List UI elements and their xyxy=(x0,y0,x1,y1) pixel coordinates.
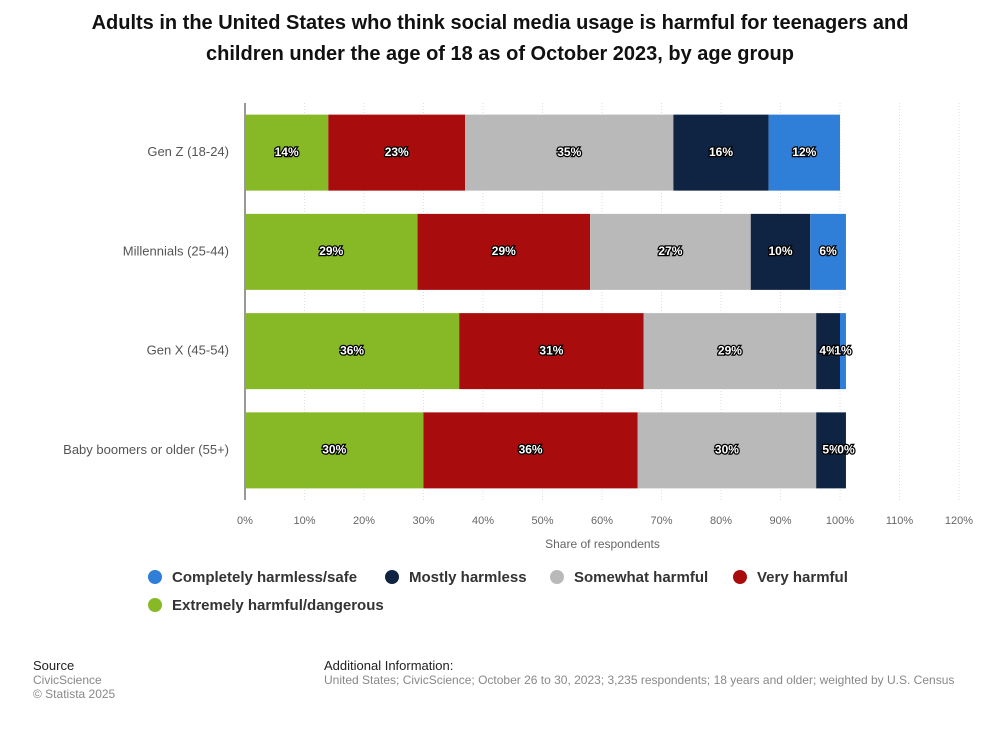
data-label: 16% xyxy=(709,145,733,159)
legend-label: Mostly harmless xyxy=(409,569,527,586)
legend-label: Extremely harmful/dangerous xyxy=(172,597,384,614)
bar-segment xyxy=(328,114,466,191)
data-label: 1% xyxy=(834,343,852,357)
y-tick-label: Gen Z (18-24) xyxy=(147,144,229,159)
legend-marker xyxy=(148,598,162,612)
data-label: 29% xyxy=(319,244,343,258)
data-label: 27% xyxy=(658,244,682,258)
x-tick-label: 100% xyxy=(826,515,854,527)
bar-segment xyxy=(245,313,460,390)
data-label: 10% xyxy=(768,244,792,258)
bar-segment xyxy=(245,114,329,191)
x-tick-label: 40% xyxy=(472,515,494,527)
x-tick-label: 110% xyxy=(886,515,914,527)
data-label: 30% xyxy=(715,443,739,457)
x-tick-label: 90% xyxy=(769,515,791,527)
bar-segment xyxy=(816,412,846,489)
bar-segment xyxy=(840,313,846,390)
y-tick-label: Millennials (25-44) xyxy=(123,243,229,258)
bar-segment xyxy=(465,114,674,191)
bar-segment xyxy=(643,313,817,390)
bar-segment xyxy=(459,313,644,390)
data-label: 6% xyxy=(819,244,837,258)
bar-segment xyxy=(816,313,840,390)
legend-marker xyxy=(385,570,399,584)
legend-marker xyxy=(148,570,162,584)
legend-label: Completely harmless/safe xyxy=(172,569,357,586)
data-label: 4% xyxy=(819,343,837,357)
source-block: Source CivicScience © Statista 2025 xyxy=(33,658,116,702)
y-tick-label: Gen X (45-54) xyxy=(147,343,229,358)
bar-segment xyxy=(590,213,751,290)
data-label: 23% xyxy=(385,145,409,159)
bar-segment xyxy=(673,114,769,191)
bar-segment xyxy=(768,114,840,191)
x-tick-label: 50% xyxy=(531,515,553,527)
bar-segment xyxy=(423,412,638,489)
chart-title: Adults in the United States who think so… xyxy=(91,12,909,65)
x-tick-label: 30% xyxy=(412,515,434,527)
x-tick-label: 120% xyxy=(945,515,973,527)
bar-segment xyxy=(750,213,811,290)
data-label: 5% xyxy=(822,443,840,457)
data-label: 29% xyxy=(718,343,742,357)
bar-segment xyxy=(245,213,418,290)
data-label: 36% xyxy=(519,443,543,457)
data-label: 31% xyxy=(539,343,563,357)
source-heading: Source xyxy=(33,658,75,673)
x-tick-label: 70% xyxy=(650,515,672,527)
bar-segment xyxy=(810,213,846,290)
data-label: 12% xyxy=(792,145,816,159)
data-label: 0% xyxy=(837,443,855,457)
info-block: Additional Information: United States; C… xyxy=(324,658,955,688)
x-tick-label: 10% xyxy=(293,515,315,527)
data-label: 30% xyxy=(322,443,346,457)
copyright: © Statista 2025 xyxy=(33,687,116,701)
legend-label: Somewhat harmful xyxy=(574,569,708,586)
x-axis-label: Share of respondents xyxy=(545,537,660,551)
x-tick-label: 80% xyxy=(710,515,732,527)
info-heading: Additional Information: xyxy=(324,658,454,673)
data-label: 35% xyxy=(557,145,581,159)
y-tick-label: Baby boomers or older (55+) xyxy=(63,442,229,457)
legend-marker xyxy=(550,570,564,584)
x-tick-label: 20% xyxy=(353,515,375,527)
info: United States; CivicScience; October 26 … xyxy=(324,673,955,687)
source: CivicScience xyxy=(33,673,102,687)
data-label: 36% xyxy=(340,343,364,357)
legend-label: Very harmful xyxy=(757,569,848,586)
data-label: 14% xyxy=(275,145,299,159)
legend-marker xyxy=(733,570,747,584)
bar-segment xyxy=(245,412,424,489)
data-label: 29% xyxy=(492,244,516,258)
x-tick-label: 60% xyxy=(591,515,613,527)
bar-segment xyxy=(637,412,817,489)
bar-segment xyxy=(417,213,591,290)
x-tick-label: 0% xyxy=(237,515,253,527)
chart: 0% 10% 20% 30% 40% 50% 60% 70% 80% 90% 100% 110% 120… xyxy=(63,103,973,614)
